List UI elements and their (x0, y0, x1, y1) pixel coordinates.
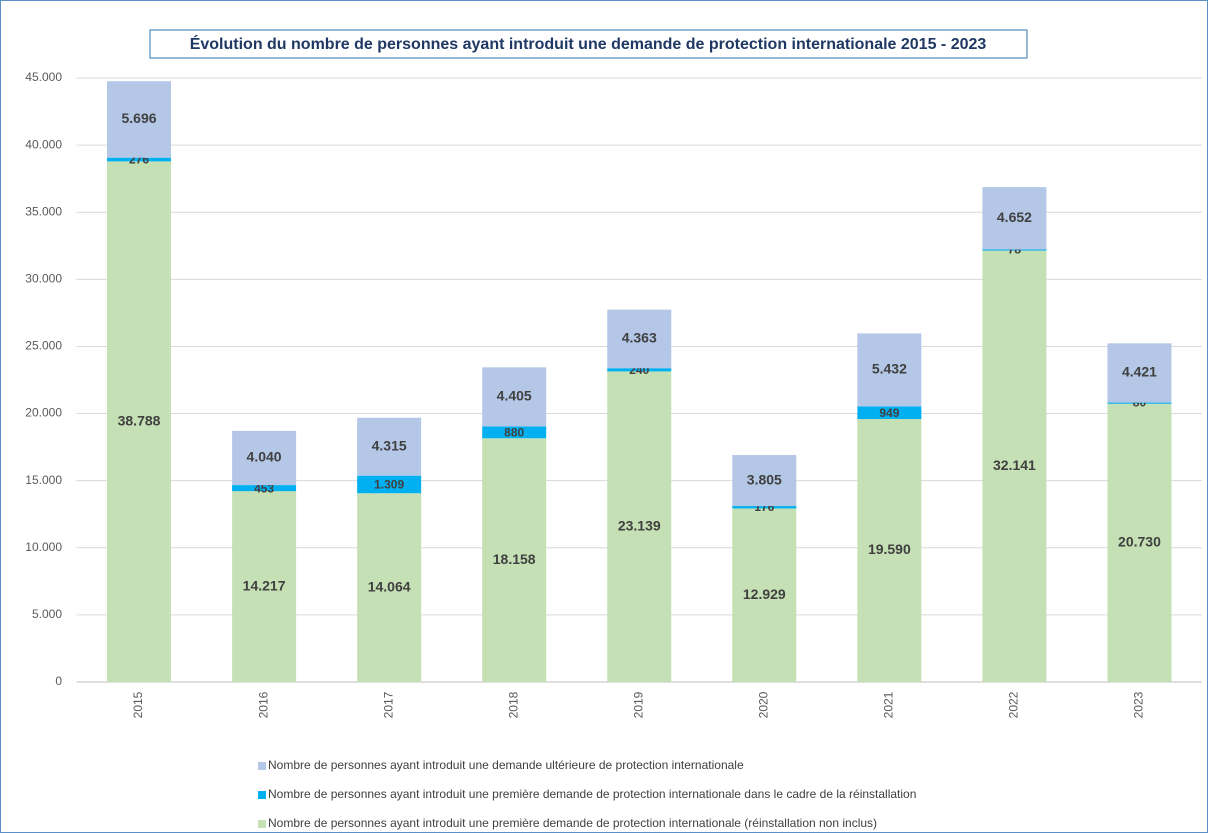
bar-segment (607, 309, 672, 369)
bar-segment (607, 371, 672, 682)
bar-segment (982, 187, 1047, 250)
data-label: 949 (879, 406, 899, 420)
bar-segment (732, 455, 797, 507)
bar-segment (232, 430, 297, 486)
bar-segment (1107, 403, 1172, 682)
x-tick-label: 2019 (631, 691, 645, 718)
bar-segment (732, 508, 797, 682)
data-label: 18.158 (493, 551, 536, 567)
x-tick-label: 2016 (256, 691, 270, 718)
data-label: 4.363 (622, 330, 657, 346)
legend-label: Nombre de personnes ayant introduit une … (268, 816, 877, 830)
bar-segment (482, 438, 547, 682)
x-tick-label: 2017 (381, 691, 395, 718)
data-label: 14.064 (368, 578, 411, 594)
y-tick-label: 5.000 (32, 607, 62, 621)
bar-segment (982, 250, 1047, 682)
data-label: 3.805 (747, 471, 782, 487)
x-tick-label: 2018 (506, 691, 520, 718)
bar-segment (107, 161, 172, 682)
legend-label: Nombre de personnes ayant introduit une … (268, 758, 744, 772)
data-label: 4.421 (1122, 364, 1157, 380)
bar-segment (232, 485, 297, 492)
data-label: 32.141 (993, 457, 1036, 473)
y-tick-label: 40.000 (25, 137, 62, 151)
legend-label: Nombre de personnes ayant introduit une … (268, 787, 916, 801)
bar-segment (357, 475, 422, 494)
x-tick-label: 2020 (756, 691, 770, 718)
y-tick-label: 25.000 (25, 339, 62, 353)
data-label: 4.315 (372, 437, 407, 453)
data-label: 5.432 (872, 361, 907, 377)
x-tick-label: 2022 (1007, 691, 1021, 718)
data-label: 19.590 (868, 541, 911, 557)
title-box (149, 29, 1028, 59)
data-label: 4.652 (997, 209, 1032, 225)
bar-segment (732, 505, 797, 509)
y-tick-label: 0 (55, 674, 62, 688)
data-label: 38.788 (118, 412, 161, 428)
data-label: 5.696 (122, 110, 157, 126)
y-tick-label: 20.000 (25, 406, 62, 420)
bar-segment (857, 419, 922, 682)
data-label: 14.217 (243, 577, 286, 593)
data-label: 12.929 (743, 586, 786, 602)
x-tick-label: 2023 (1132, 691, 1146, 718)
bar-segment (357, 417, 422, 476)
x-tick-label: 2021 (882, 691, 896, 718)
legend-swatch (258, 791, 266, 799)
legend-swatch (258, 762, 266, 770)
y-tick-label: 45.000 (25, 70, 62, 84)
bar-segment (232, 491, 297, 682)
bar-segment (607, 368, 672, 372)
data-label: 880 (504, 426, 524, 440)
legend-swatch (258, 820, 266, 828)
bar-segment (857, 333, 922, 407)
data-label: 4.040 (247, 449, 282, 465)
y-tick-label: 15.000 (25, 473, 62, 487)
bar-segment (357, 493, 422, 682)
y-tick-label: 35.000 (25, 204, 62, 218)
data-label: 20.730 (1118, 534, 1161, 550)
bar-segment (482, 367, 547, 427)
y-tick-label: 10.000 (25, 540, 62, 554)
data-label: 4.405 (497, 388, 532, 404)
bar-segment (107, 81, 172, 158)
chart-title: Évolution du nombre de personnes ayant i… (190, 34, 987, 53)
x-tick-label: 2015 (131, 691, 145, 718)
bar-segment (107, 157, 172, 162)
bar-segment (482, 426, 547, 439)
bar-segment (857, 406, 922, 420)
y-tick-label: 30.000 (25, 272, 62, 286)
data-label: 1.309 (374, 478, 404, 492)
bar-segment (1107, 343, 1172, 403)
data-label: 23.139 (618, 517, 661, 533)
